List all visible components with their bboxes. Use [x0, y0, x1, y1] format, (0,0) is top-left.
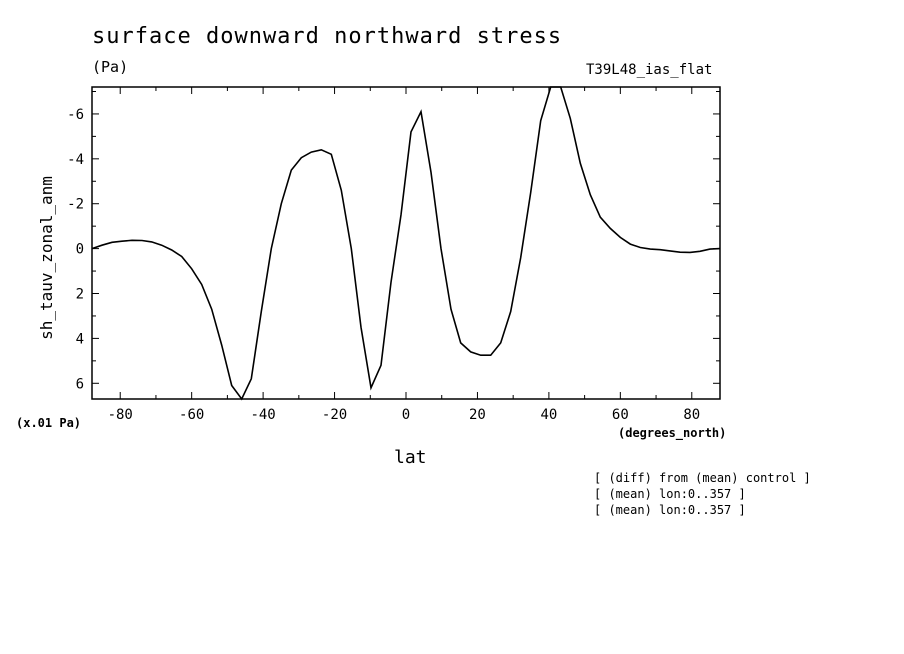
x-tick-label: 80	[683, 407, 700, 423]
y-tick-label: 4	[76, 331, 84, 347]
x-tick-label: 60	[612, 407, 629, 423]
y-tick-label: 0	[76, 242, 84, 258]
annotation-mean-lon-2: [ (mean) lon:0..357 ]	[594, 503, 746, 517]
experiment-label: T39L48_ias_flat	[586, 62, 713, 78]
axis-ticks	[92, 87, 720, 399]
y-tick-label: -6	[67, 107, 84, 123]
x-tick-label: -40	[250, 407, 275, 423]
x-tick-label: -20	[322, 407, 347, 423]
scale-note: (x.01 Pa)	[16, 416, 82, 430]
annotation-diff: [ (diff) from (mean) control ]	[594, 471, 811, 485]
x-axis-label: lat	[394, 447, 427, 468]
chart-title: surface downward northward stress	[92, 24, 563, 49]
plot-frame	[91, 86, 721, 400]
x-tick-label: -80	[108, 407, 133, 423]
y-axis-label: sh_tauv_zonal_anm	[37, 176, 56, 340]
x-tick-label: 0	[402, 407, 410, 423]
y-tick-label: 2	[76, 287, 84, 303]
x-tick-label: -60	[179, 407, 204, 423]
y-tick-label: -2	[67, 197, 84, 213]
y-tick-label: -4	[67, 152, 84, 168]
series-line	[91, 86, 721, 401]
y-tick-label: 6	[76, 376, 84, 392]
x-tick-label: 20	[469, 407, 486, 423]
x-tick-label: 40	[540, 407, 557, 423]
annotation-mean-lon-1: [ (mean) lon:0..357 ]	[594, 487, 746, 501]
x-axis-units: (degrees_north)	[618, 426, 727, 440]
chart-units: (Pa)	[92, 58, 129, 76]
